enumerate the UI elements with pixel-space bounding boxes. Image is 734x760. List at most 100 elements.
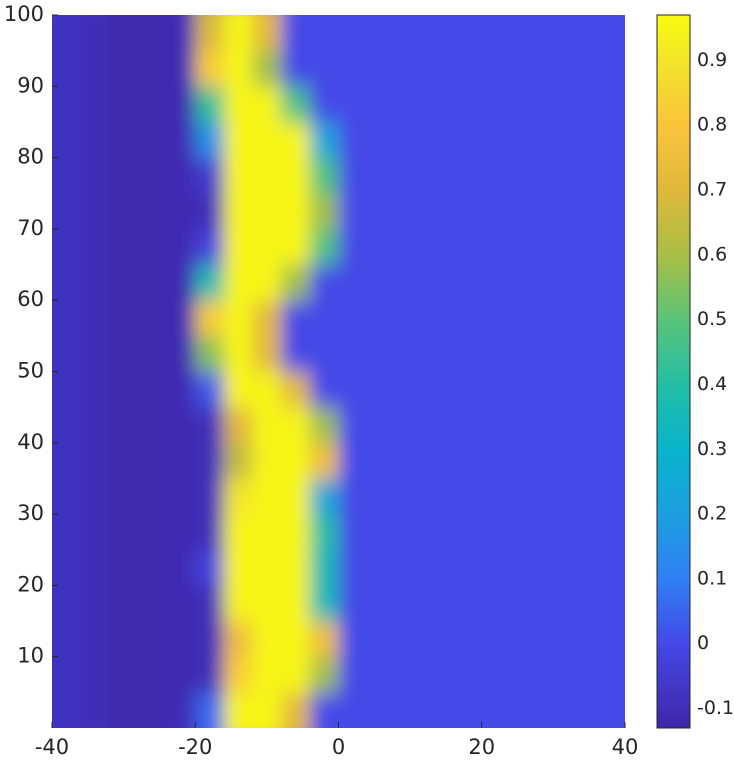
heatmap-cell xyxy=(367,585,397,622)
heatmap-cell xyxy=(252,157,282,194)
heatmap-cell xyxy=(52,264,82,301)
heatmap-cell xyxy=(367,50,397,87)
heatmap-cell xyxy=(481,442,511,479)
heatmap-cell xyxy=(367,478,397,515)
heatmap-cell xyxy=(395,621,425,658)
heatmap-cell xyxy=(80,371,110,408)
heatmap-cell xyxy=(252,300,282,337)
heatmap-cell xyxy=(52,442,82,479)
heatmap-cell xyxy=(395,585,425,622)
heatmap-cell xyxy=(395,442,425,479)
heatmap-cell xyxy=(137,15,168,52)
heatmap-cell xyxy=(309,442,339,479)
heatmap-cell xyxy=(424,228,454,266)
heatmap-cell xyxy=(539,407,569,444)
heatmap-cell xyxy=(424,50,454,87)
heatmap-cell xyxy=(539,585,569,622)
heatmap-cell xyxy=(195,621,225,658)
heatmap-cell xyxy=(281,300,311,337)
heatmap-cell xyxy=(109,50,139,87)
heatmap-cell xyxy=(481,407,511,444)
heatmap-cell xyxy=(109,514,139,551)
heatmap-cell xyxy=(252,193,282,230)
heatmap-cell xyxy=(80,193,110,230)
heatmap-cell xyxy=(137,50,168,87)
heatmap-cell xyxy=(52,692,82,728)
heatmap-cell xyxy=(367,335,397,372)
heatmap-cell xyxy=(481,371,511,408)
heatmap-cell xyxy=(567,371,597,408)
heatmap-cell xyxy=(252,86,282,123)
heatmap-cell xyxy=(510,264,540,301)
heatmap-cell xyxy=(453,656,483,693)
heatmap-cell xyxy=(338,15,368,52)
heatmap-cell xyxy=(481,15,511,52)
heatmap-cell xyxy=(109,407,139,444)
heatmap-cell xyxy=(596,371,625,408)
heatmap-cell xyxy=(567,264,597,301)
heatmap-cell xyxy=(481,264,511,301)
heatmap-cell xyxy=(281,514,311,551)
heatmap-cell xyxy=(338,121,368,159)
heatmap-cell xyxy=(52,585,82,622)
heatmap-cell xyxy=(195,50,225,87)
heatmap-cell xyxy=(137,193,168,230)
heatmap-cell xyxy=(453,478,483,515)
heatmap-cell xyxy=(223,264,254,301)
heatmap-cell xyxy=(510,228,540,266)
heatmap-cell xyxy=(80,692,110,728)
heatmap-cell xyxy=(596,442,625,479)
heatmap-cell xyxy=(80,621,110,658)
heatmap-cell xyxy=(539,621,569,658)
heatmap-cell xyxy=(223,335,254,372)
heatmap-cell xyxy=(252,442,282,479)
heatmap-cell xyxy=(481,228,511,266)
heatmap-cell xyxy=(453,335,483,372)
heatmap-cell xyxy=(338,300,368,337)
heatmap-cell xyxy=(166,692,196,728)
heatmap-cell xyxy=(395,335,425,372)
colorbar xyxy=(656,14,691,729)
heatmap-cell xyxy=(367,621,397,658)
colorbar-tick-label: 0.7 xyxy=(697,179,727,201)
heatmap-cell xyxy=(166,514,196,551)
heatmap-cell xyxy=(223,656,254,693)
heatmap-cell xyxy=(195,442,225,479)
heatmap-cell xyxy=(80,300,110,337)
heatmap-cell xyxy=(223,407,254,444)
heatmap-cell xyxy=(596,514,625,551)
heatmap-cell xyxy=(367,549,397,586)
heatmap-cell xyxy=(338,193,368,230)
heatmap-cell xyxy=(109,621,139,658)
heatmap-cell xyxy=(596,335,625,372)
heatmap-cell xyxy=(80,442,110,479)
heatmap-cell xyxy=(510,335,540,372)
heatmap-cell xyxy=(80,264,110,301)
heatmap-cell xyxy=(281,656,311,693)
heatmap-cell xyxy=(567,514,597,551)
heatmap-cell xyxy=(539,692,569,728)
heatmap-cell xyxy=(395,692,425,728)
heatmap-cell xyxy=(80,549,110,586)
heatmap-cell xyxy=(166,264,196,301)
heatmap-cell xyxy=(252,335,282,372)
heatmap-cell xyxy=(596,407,625,444)
heatmap-cell xyxy=(80,335,110,372)
heatmap-cell xyxy=(367,407,397,444)
heatmap-cell xyxy=(424,692,454,728)
heatmap-cell xyxy=(395,86,425,123)
heatmap-cell xyxy=(510,549,540,586)
heatmap-cell xyxy=(424,193,454,230)
heatmap-cell xyxy=(252,621,282,658)
heatmap-cell xyxy=(195,692,225,728)
heatmap-cell xyxy=(395,371,425,408)
heatmap-cell xyxy=(481,193,511,230)
heatmap-cell xyxy=(567,585,597,622)
y-tick-label: 70 xyxy=(17,216,44,240)
y-tick-label: 40 xyxy=(17,430,44,454)
heatmap-cell xyxy=(52,407,82,444)
heatmap-cell xyxy=(195,335,225,372)
heatmap-cell xyxy=(596,15,625,52)
heatmap-cell xyxy=(109,371,139,408)
